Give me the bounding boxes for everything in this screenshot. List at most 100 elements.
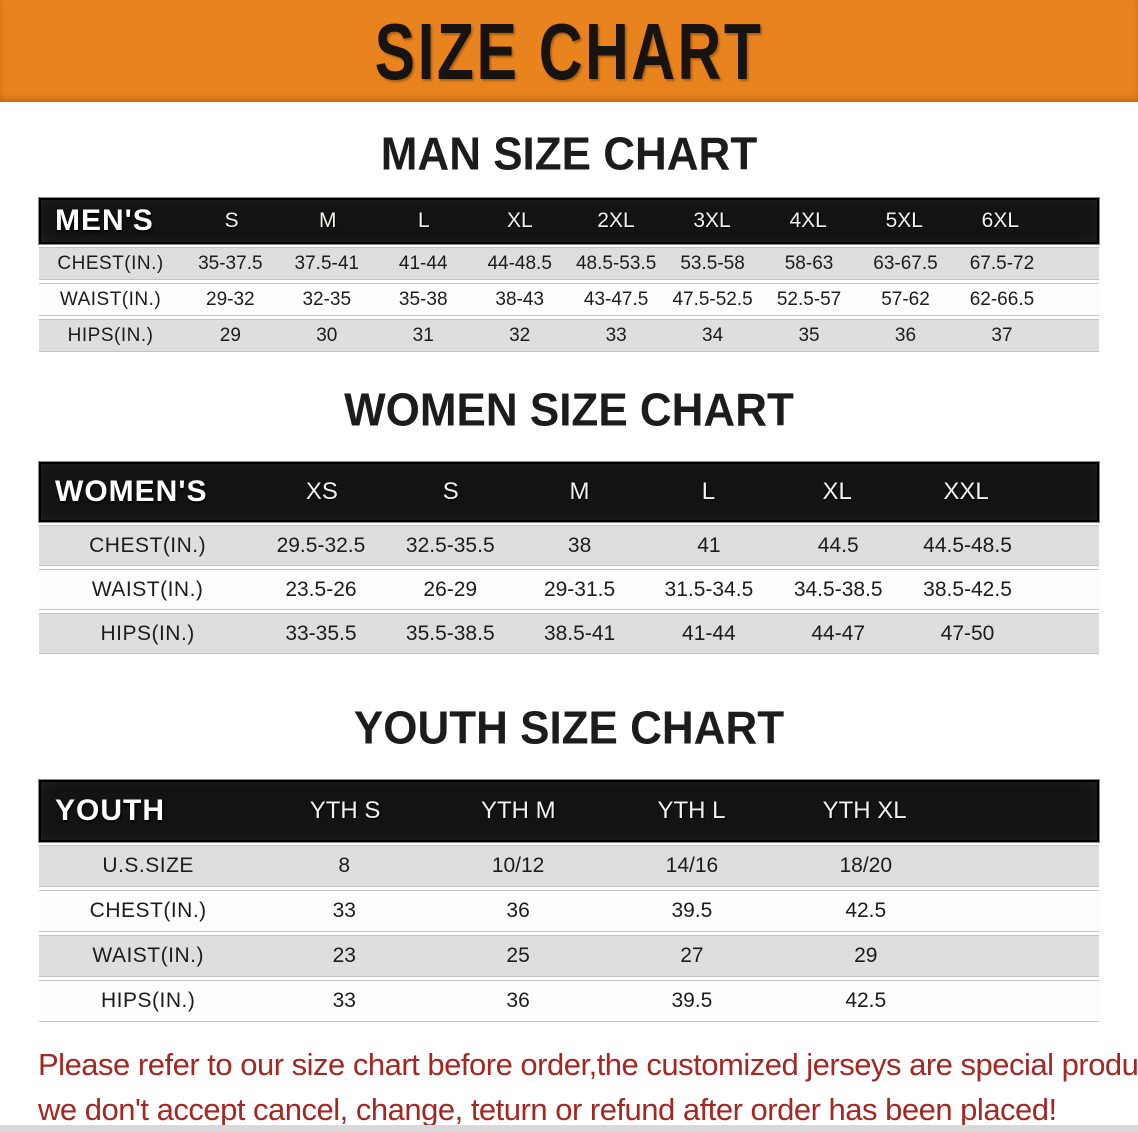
size-column-header: XL (822, 478, 852, 505)
men-section-heading: MAN SIZE CHART (380, 128, 758, 181)
table-row: WAIST(IN.) 23.5-26 26-29 29-31.5 31.5-34.5 34… (39, 569, 1099, 610)
table-row: HIPS(IN.) 33-35.5 35.5-38.5 38.5-41 41-44 44-… (39, 613, 1099, 654)
table-header-bar: YOUTH YTH S YTH M YTH L YTH XL (39, 780, 1099, 842)
measurement-cell: 44.5-48.5 (923, 533, 1012, 557)
disclaimer-note: Please refer to our size chart before or… (0, 1042, 1138, 1132)
measurement-cell: 23.5-26 (285, 577, 357, 601)
measurement-cell: 29-32 (206, 288, 255, 310)
measurement-cell: 57-62 (881, 288, 930, 310)
measurement-cell: 34.5-38.5 (793, 577, 883, 601)
measurement-row-label: HIPS(IN.) (101, 989, 196, 1012)
measurement-cell: 32-35 (302, 288, 352, 310)
size-column-header: YTH XL (822, 797, 907, 824)
size-column-header: 3XL (693, 209, 731, 232)
table-header-bar: MEN'S S M L XL 2XL 3XL 4XL 5XL 6XL (39, 198, 1099, 244)
measurement-cell: 23 (332, 944, 356, 967)
measurement-cell: 47-50 (940, 621, 995, 645)
measurement-cell: 38.5-42.5 (923, 577, 1012, 601)
measurement-row-label: U.S.SIZE (102, 854, 194, 877)
table-header-bar: WOMEN'S XS S M L XL XXL (39, 462, 1099, 522)
measurement-cell: 35-37.5 (198, 252, 263, 274)
measurement-cell: 67.5-72 (969, 252, 1035, 274)
table-row: HIPS(IN.) 29 30 31 32 33 34 35 36 37 (39, 319, 1099, 352)
measurement-cell: 44.5 (817, 533, 859, 557)
measurement-row-label: HIPS(IN.) (100, 621, 195, 645)
measurement-cell: 53.5-58 (680, 252, 745, 274)
measurement-cell: 37 (991, 324, 1013, 346)
measurement-cell: 44-47 (811, 621, 866, 645)
table-row: CHEST(IN.) 29.5-32.5 32.5-35.5 38 41 44.5 44.5… (39, 525, 1099, 566)
measurement-cell: 41 (697, 533, 721, 557)
measurement-cell: 37.5-41 (294, 252, 359, 274)
measurement-cell: 30 (316, 324, 338, 346)
measurement-cell: 29-31.5 (543, 577, 616, 601)
youth-size-table: YOUTH YTH S YTH M YTH L YTH XL U.S.SIZE 8 10/12… (39, 780, 1099, 1022)
size-column-header: XS (305, 478, 338, 505)
size-column-header: L (417, 209, 430, 232)
measurement-cell: 35.5-38.5 (405, 621, 495, 645)
measurement-cell: 29 (219, 324, 241, 346)
size-column-header: 2XL (597, 209, 635, 232)
size-column-header: YTH M (480, 797, 556, 824)
measurement-cell: 39.5 (671, 989, 713, 1012)
table-row: HIPS(IN.) 33 36 39.5 42.5 (39, 980, 1099, 1022)
size-column-header: L (701, 478, 716, 505)
table-row: U.S.SIZE 8 10/12 14/16 18/20 (39, 845, 1099, 887)
table-row: WAIST(IN.) 29-32 32-35 35-38 38-43 43-47.5 47.… (39, 283, 1099, 316)
size-column-header: S (442, 478, 459, 505)
measurement-cell: 31 (412, 324, 434, 346)
size-chart-banner: SIZE CHART (0, 0, 1138, 102)
table-corner-label: YOUTH (55, 794, 165, 827)
women-section-heading: WOMEN SIZE CHART (344, 384, 794, 437)
measurement-cell: 62-66.5 (969, 288, 1035, 310)
measurement-cell: 42.5 (845, 899, 887, 922)
size-column-header: YTH L (657, 797, 726, 824)
measurement-row-label: WAIST(IN.) (91, 577, 204, 601)
size-column-header: XXL (943, 478, 989, 505)
measurement-cell: 44-48.5 (487, 252, 552, 274)
measurement-cell: 34 (702, 324, 724, 346)
measurement-cell: 41-44 (682, 621, 736, 645)
disclaimer-line-2: we don't accept cancel, change, teturn o… (38, 1092, 1057, 1127)
size-column-header: 6XL (981, 209, 1020, 232)
measurement-cell: 35 (798, 324, 820, 346)
measurement-cell: 33-35.5 (285, 621, 357, 645)
size-column-header: 4XL (789, 209, 827, 232)
measurement-cell: 26-29 (423, 577, 478, 601)
measurement-cell: 8 (338, 854, 351, 877)
measurement-cell: 32.5-35.5 (405, 533, 495, 557)
table-row: WAIST(IN.) 23 25 27 29 (39, 935, 1099, 977)
measurement-cell: 25 (506, 944, 530, 967)
disclaimer-line-1: Please refer to our size chart before or… (38, 1047, 1138, 1082)
measurement-row-label: WAIST(IN.) (92, 944, 204, 967)
measurement-cell: 42.5 (845, 989, 887, 1012)
table-row: CHEST(IN.) 33 36 39.5 42.5 (39, 890, 1099, 932)
size-column-header: XL (507, 209, 533, 232)
measurement-cell: 18/20 (839, 854, 893, 877)
measurement-cell: 36 (506, 989, 530, 1012)
measurement-row-label: CHEST(IN.) (57, 252, 164, 274)
measurement-cell: 10/12 (491, 854, 545, 877)
women-size-table: WOMEN'S XS S M L XL XXL CHEST(IN.) 29.5-32.5 32.5… (39, 462, 1099, 654)
banner-title: SIZE CHART (374, 6, 764, 96)
measurement-cell: 38-43 (495, 288, 544, 310)
measurement-row-label: CHEST(IN.) (89, 899, 207, 922)
measurement-cell: 43-47.5 (583, 288, 649, 310)
men-size-table: MEN'S S M L XL 2XL 3XL 4XL 5XL 6XL CHEST(IN.) 35-37… (39, 198, 1099, 352)
table-corner-label: WOMEN'S (55, 475, 208, 508)
size-column-header: 5XL (885, 209, 923, 232)
measurement-cell: 41-44 (398, 252, 448, 274)
measurement-cell: 33 (332, 899, 356, 922)
measurement-row-label: WAIST(IN.) (59, 288, 162, 310)
measurement-cell: 29 (854, 944, 878, 967)
table-row: CHEST(IN.) 35-37.5 37.5-41 41-44 44-48.5 48.5… (39, 247, 1099, 280)
size-column-header: M (569, 478, 590, 505)
measurement-cell: 39.5 (671, 899, 713, 922)
youth-section-heading: YOUTH SIZE CHART (353, 702, 785, 755)
measurement-cell: 47.5-52.5 (672, 288, 753, 310)
measurement-cell: 63-67.5 (873, 252, 938, 274)
table-corner-label: MEN'S (55, 204, 154, 237)
measurement-cell: 33 (605, 324, 627, 346)
measurement-cell: 52.5-57 (776, 288, 842, 310)
size-column-header: M (318, 209, 337, 232)
